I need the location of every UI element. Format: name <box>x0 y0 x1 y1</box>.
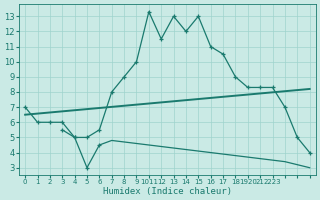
X-axis label: Humidex (Indice chaleur): Humidex (Indice chaleur) <box>103 187 232 196</box>
